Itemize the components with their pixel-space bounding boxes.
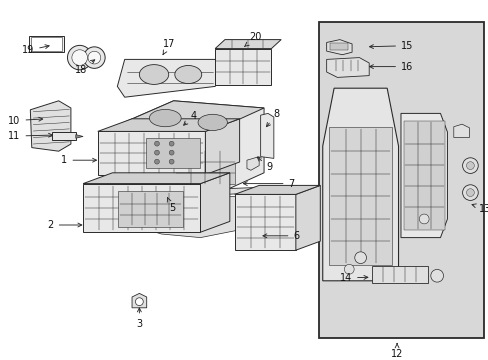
Circle shape xyxy=(419,214,428,224)
Text: 15: 15 xyxy=(369,41,412,51)
Text: 3: 3 xyxy=(136,308,142,329)
Text: 4: 4 xyxy=(183,111,197,125)
Polygon shape xyxy=(295,185,320,250)
Polygon shape xyxy=(400,113,447,238)
Bar xyxy=(176,151,234,184)
Text: 6: 6 xyxy=(263,231,299,241)
Polygon shape xyxy=(215,49,271,85)
Circle shape xyxy=(354,252,366,264)
Polygon shape xyxy=(205,119,239,175)
Circle shape xyxy=(466,189,473,197)
Circle shape xyxy=(169,150,174,155)
Circle shape xyxy=(154,150,159,155)
Text: 18: 18 xyxy=(75,60,95,75)
Text: 1: 1 xyxy=(61,155,96,165)
Polygon shape xyxy=(260,113,273,158)
Polygon shape xyxy=(107,101,264,137)
Circle shape xyxy=(67,45,92,70)
Bar xyxy=(328,127,392,265)
Polygon shape xyxy=(453,124,468,138)
Polygon shape xyxy=(107,101,264,202)
Text: 11: 11 xyxy=(8,131,52,141)
Polygon shape xyxy=(322,88,398,281)
Bar xyxy=(318,22,483,338)
Text: 19: 19 xyxy=(22,45,49,55)
Circle shape xyxy=(169,159,174,164)
Bar xyxy=(118,191,183,228)
Polygon shape xyxy=(107,191,264,238)
Polygon shape xyxy=(30,101,71,151)
Ellipse shape xyxy=(198,114,227,130)
Text: 16: 16 xyxy=(369,62,412,72)
Text: 5: 5 xyxy=(167,198,175,213)
Text: 17: 17 xyxy=(162,39,175,55)
Circle shape xyxy=(462,185,477,201)
Text: 14: 14 xyxy=(339,273,367,283)
Text: 20: 20 xyxy=(244,32,261,47)
Circle shape xyxy=(72,50,87,66)
Circle shape xyxy=(83,47,105,68)
Circle shape xyxy=(169,141,174,146)
Polygon shape xyxy=(326,58,368,77)
Circle shape xyxy=(154,159,159,164)
Polygon shape xyxy=(215,40,281,49)
Polygon shape xyxy=(234,185,320,194)
Bar xyxy=(52,132,76,140)
Polygon shape xyxy=(150,198,176,212)
Text: 7: 7 xyxy=(243,179,294,189)
Circle shape xyxy=(466,162,473,170)
Polygon shape xyxy=(246,157,259,170)
Ellipse shape xyxy=(139,65,168,84)
Circle shape xyxy=(462,158,477,174)
Polygon shape xyxy=(98,119,239,131)
Text: 8: 8 xyxy=(266,109,280,127)
Circle shape xyxy=(344,264,353,274)
Polygon shape xyxy=(83,184,200,232)
Bar xyxy=(403,121,444,230)
Circle shape xyxy=(430,269,443,282)
Polygon shape xyxy=(200,173,229,232)
Bar xyxy=(329,43,347,50)
Text: 9: 9 xyxy=(257,157,272,172)
Ellipse shape xyxy=(175,66,202,84)
Bar xyxy=(146,138,200,168)
Polygon shape xyxy=(117,59,222,97)
Text: 12: 12 xyxy=(390,343,403,359)
Circle shape xyxy=(88,51,101,64)
Polygon shape xyxy=(107,130,200,166)
Polygon shape xyxy=(98,131,205,175)
Polygon shape xyxy=(132,293,146,308)
Polygon shape xyxy=(326,40,351,55)
Text: 2: 2 xyxy=(47,220,81,230)
Polygon shape xyxy=(234,194,295,250)
Bar xyxy=(371,266,427,283)
Circle shape xyxy=(135,298,143,306)
Polygon shape xyxy=(76,135,83,138)
Bar xyxy=(29,36,63,52)
Text: 13: 13 xyxy=(471,204,488,214)
Polygon shape xyxy=(83,173,229,184)
Text: 10: 10 xyxy=(8,116,42,126)
Bar xyxy=(31,37,62,51)
Polygon shape xyxy=(217,187,271,194)
Ellipse shape xyxy=(149,109,181,127)
Circle shape xyxy=(154,141,159,146)
